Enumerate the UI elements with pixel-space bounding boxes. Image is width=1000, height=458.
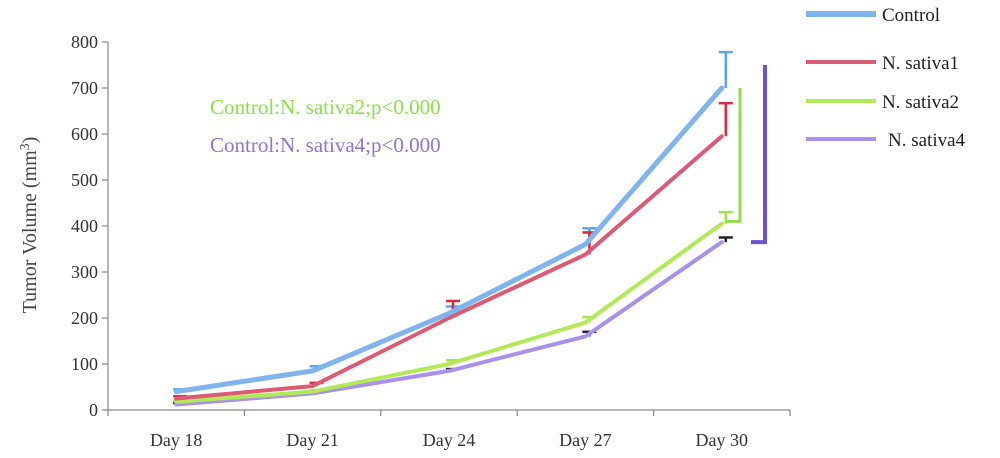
y-tick-label: 400 xyxy=(71,216,98,236)
series-line-control xyxy=(173,85,725,395)
series-line-n-sativa4 xyxy=(174,240,724,407)
significance-brackets xyxy=(726,65,767,245)
significance-bracket xyxy=(726,88,742,223)
series-lines xyxy=(173,85,725,407)
significance-bracket xyxy=(751,65,767,245)
legend: Control N. sativa1 N. sativa2 N. sativa4 xyxy=(806,5,966,151)
y-tick-label: 800 xyxy=(71,32,98,52)
annotation-nsativa2: Control:N. sativa2;p<0.000 xyxy=(210,95,441,119)
y-tick-label: 0 xyxy=(89,400,98,420)
axes: 0 100 200 300 400 500 600 700 800 Day 18 Day 21 Day… xyxy=(71,32,791,450)
y-tick-label: 100 xyxy=(71,354,98,374)
y-tick-label: 600 xyxy=(71,124,98,144)
legend-label: Control xyxy=(882,5,940,26)
x-tick-label: Day 18 xyxy=(150,430,203,450)
annotation-nsativa4: Control:N. sativa4;p<0.000 xyxy=(210,133,441,157)
y-tick-label: 700 xyxy=(71,78,98,98)
legend-label: N. sativa4 xyxy=(888,130,966,151)
series-line-n-sativa1 xyxy=(174,134,724,401)
y-tick-label: 200 xyxy=(71,308,98,328)
legend-label: N. sativa1 xyxy=(882,53,959,74)
x-tick-label: Day 27 xyxy=(559,430,612,450)
legend-label: N. sativa2 xyxy=(882,92,959,113)
series-line-n-sativa2 xyxy=(174,221,724,404)
x-tick-label: Day 21 xyxy=(286,430,339,450)
x-tick-label: Day 24 xyxy=(423,430,476,450)
x-tick-label: Day 30 xyxy=(696,430,749,450)
y-tick-label: 500 xyxy=(71,170,98,190)
y-tick-label: 300 xyxy=(71,262,98,282)
y-axis-title: Tumor Volume (mm3) xyxy=(18,137,41,314)
